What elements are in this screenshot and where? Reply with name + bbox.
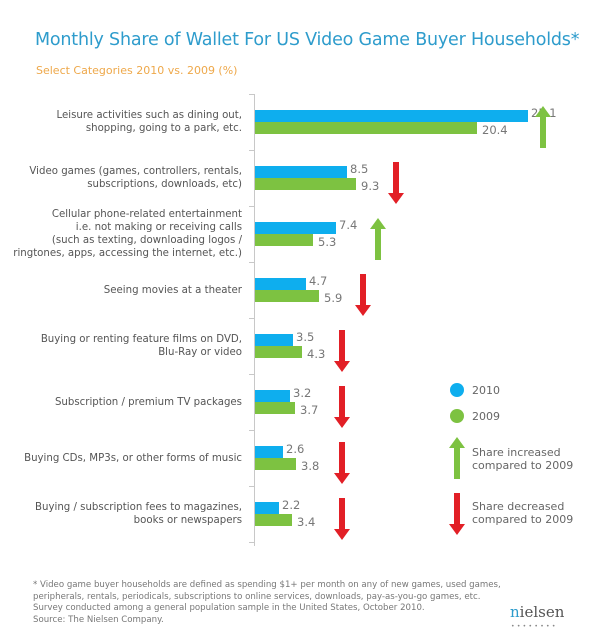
footnote-line: Survey conducted among a general populat… <box>33 603 425 614</box>
nielsen-logo: nielsen <box>510 603 565 621</box>
axis-tick <box>249 206 254 207</box>
bar-2010 <box>255 334 293 346</box>
axis-tick <box>249 430 254 431</box>
legend-label-2009: 2009 <box>472 410 500 423</box>
bar-2010 <box>255 110 528 122</box>
category-label: Buying CDs, MP3s, or other forms of musi… <box>24 452 242 464</box>
category-label: Video games (games, controllers, rentals… <box>29 166 242 190</box>
bar-2009 <box>255 458 296 470</box>
decrease-arrow-icon <box>334 498 352 540</box>
bar-2010 <box>255 390 290 402</box>
value-label-2009: 9.3 <box>361 179 380 193</box>
footnote-line: * Video game buyer households are define… <box>33 580 501 590</box>
category-label: Leisure activities such as dining out, s… <box>56 110 242 134</box>
value-label-2009: 20.4 <box>482 123 508 137</box>
legend-decrease-label: Share decreased compared to 2009 <box>472 500 574 526</box>
axis-tick <box>249 318 254 319</box>
value-label-2010: 3.2 <box>293 386 312 400</box>
nielsen-logo-dots: •••••••• <box>511 623 558 630</box>
bar-2009 <box>255 514 292 526</box>
value-label-2010: 8.5 <box>350 162 369 176</box>
axis-tick <box>249 374 254 375</box>
bar-2009 <box>255 290 319 302</box>
bar-2009 <box>255 178 356 190</box>
value-label-2010: 3.5 <box>296 330 315 344</box>
increase-arrow-icon <box>535 106 553 148</box>
legend-swatch-2010 <box>450 383 464 397</box>
legend-down-arrow-icon <box>449 493 467 535</box>
axis-tick <box>249 542 254 543</box>
bar-2010 <box>255 222 336 234</box>
increase-arrow-icon <box>370 218 388 260</box>
bar-2010 <box>255 166 347 178</box>
value-label-2009: 3.4 <box>297 515 316 529</box>
category-label: Seeing movies at a theater <box>103 284 242 296</box>
value-label-2009: 3.8 <box>301 459 320 473</box>
value-label-2010: 2.6 <box>286 442 305 456</box>
bar-2009 <box>255 234 313 246</box>
value-label-2009: 4.3 <box>307 347 326 361</box>
category-label: Buying / subscription fees to magazines,… <box>35 502 242 526</box>
value-label-2010: 4.7 <box>309 274 328 288</box>
legend-label-2010: 2010 <box>472 384 500 397</box>
decrease-arrow-icon <box>388 162 406 204</box>
category-label: Subscription / premium TV packages <box>54 396 242 408</box>
category-label: Buying or renting feature films on DVD, … <box>40 334 242 358</box>
axis-tick <box>249 94 254 95</box>
bar-2010 <box>255 278 306 290</box>
chart-title: Monthly Share of Wallet For US Video Gam… <box>35 30 580 50</box>
legend-up-arrow-icon <box>449 437 467 479</box>
decrease-arrow-icon <box>334 386 352 428</box>
decrease-arrow-icon <box>355 274 373 316</box>
footnote-source: Source: The Nielsen Company. <box>33 614 164 625</box>
axis-tick <box>249 262 254 263</box>
value-label-2009: 3.7 <box>300 403 319 417</box>
legend-swatch-2009 <box>450 409 464 423</box>
bar-2010 <box>255 446 283 458</box>
bar-2009 <box>255 346 302 358</box>
footnote-line: peripherals, rentals, periodicals, subsc… <box>33 591 481 602</box>
chart-subtitle: Select Categories 2010 vs. 2009 (%) <box>36 64 238 77</box>
decrease-arrow-icon <box>334 330 352 372</box>
axis-tick <box>249 150 254 151</box>
value-label-2010: 7.4 <box>339 218 358 232</box>
bar-2010 <box>255 502 279 514</box>
value-label-2009: 5.9 <box>324 291 343 305</box>
value-label-2010: 2.2 <box>282 498 301 512</box>
value-label-2009: 5.3 <box>318 235 337 249</box>
bar-2009 <box>255 122 477 134</box>
category-label: Cellular phone-related entertainment i.e… <box>13 209 242 259</box>
decrease-arrow-icon <box>334 442 352 484</box>
legend-increase-label: Share increased compared to 2009 <box>472 446 574 472</box>
axis-tick <box>249 486 254 487</box>
y-axis-line <box>254 94 255 546</box>
footnote: * Video game buyer households are define… <box>33 580 501 626</box>
bar-2009 <box>255 402 295 414</box>
